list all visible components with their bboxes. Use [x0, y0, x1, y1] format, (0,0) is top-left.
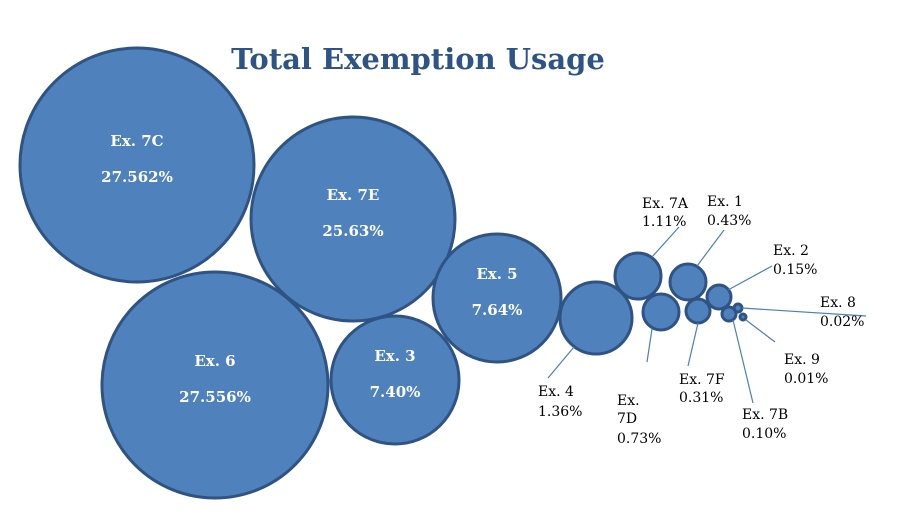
chart-title: Total Exemption Usage — [231, 42, 605, 76]
bubble-ex-6 — [100, 270, 330, 500]
bubble-value-ex-7d: 0.73% — [617, 431, 661, 447]
bubble-value-ex-9: 0.01% — [784, 371, 828, 387]
bubble-ex-7d — [641, 292, 681, 332]
bubble-ex-2 — [705, 283, 733, 311]
bubble-value-ex-3: 7.40% — [370, 383, 421, 401]
bubble-name-ex-1: Ex. 1 — [707, 194, 743, 210]
bubble-name-ex-4: Ex. 4 — [538, 384, 574, 400]
leader-line-ex-7a — [651, 226, 680, 258]
leader-line-ex-7d — [646, 328, 653, 363]
bubble-name-ex-8: Ex. 8 — [820, 295, 856, 311]
bubble-name-ex-6: Ex. 6 — [194, 352, 235, 370]
bubble-value-ex-1: 0.43% — [707, 213, 751, 229]
bubble-ex-7e — [249, 115, 457, 323]
leader-lines-group — [547, 226, 867, 404]
bubble-name-ex-7f: Ex. 7F — [679, 372, 725, 388]
bubble-value-ex-7c: 27.562% — [101, 168, 173, 186]
bubble-value-ex-5: 7.64% — [472, 301, 523, 319]
bubble-ex-1 — [668, 262, 708, 302]
bubble-name-ex-7a: Ex. 7A — [642, 196, 689, 212]
labels-group: Ex. 7C 27.562% Ex. 6 27.556% Ex. 7E 25.63% Ex.… — [101, 132, 864, 447]
leader-line-ex-4 — [547, 346, 575, 379]
bubble-value-ex-4: 1.36% — [538, 404, 582, 420]
bubble-value-ex-7b: 0.10% — [742, 426, 786, 442]
leader-line-ex-8 — [741, 307, 867, 317]
bubble-name-ex-7d-1: 7D — [617, 411, 637, 427]
bubble-ex-5 — [431, 232, 563, 364]
bubble-ex-4 — [558, 280, 634, 356]
bubble-value-ex-6: 27.556% — [179, 388, 251, 406]
bubble-value-ex-7a: 1.11% — [642, 214, 686, 230]
bubble-name-ex-9: Ex. 9 — [784, 352, 820, 368]
bubble-value-ex-2: 0.15% — [773, 262, 817, 278]
leader-line-ex-7f — [687, 322, 699, 367]
bubble-ex-3 — [329, 314, 461, 446]
bubble-value-ex-7e: 25.63% — [322, 222, 383, 240]
bubble-value-ex-8: 0.02% — [820, 314, 864, 330]
bubble-ex-9 — [738, 312, 748, 322]
leader-line-ex-1 — [696, 229, 725, 267]
bubble-name-ex-7b: Ex. 7B — [742, 407, 788, 423]
bubble-name-ex-7e: Ex. 7E — [327, 186, 380, 204]
bubble-ex-8 — [732, 302, 744, 314]
bubble-name-ex-5: Ex. 5 — [476, 265, 517, 283]
bubble-ex-7a — [613, 251, 663, 301]
bubble-name-ex-2: Ex. 2 — [773, 243, 809, 259]
bubble-name-ex-3: Ex. 3 — [374, 347, 415, 365]
bubbles-group — [18, 46, 748, 500]
bubble-ex-7f — [684, 297, 712, 325]
leader-line-ex-7b — [732, 319, 754, 404]
bubble-name-ex-7d-0: Ex. — [617, 393, 640, 409]
bubble-ex-7b — [720, 305, 738, 323]
leader-line-ex-9 — [745, 319, 776, 343]
bubble-ex-7c — [18, 46, 256, 284]
bubble-value-ex-7f: 0.31% — [679, 390, 723, 406]
leader-line-ex-2 — [727, 265, 773, 291]
bubble-name-ex-7c: Ex. 7C — [110, 132, 163, 150]
